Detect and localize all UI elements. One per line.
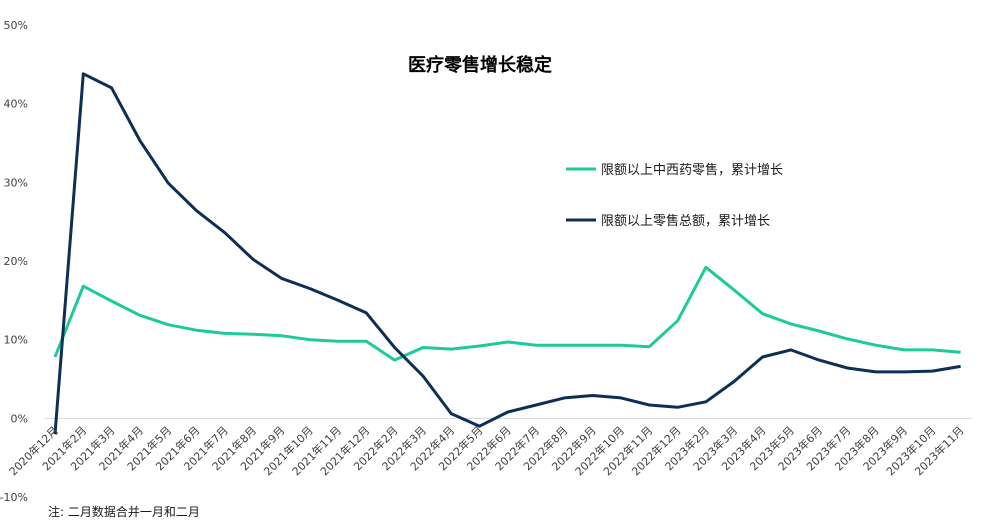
y-tick-label: 20% [4,255,28,268]
y-tick-label: 30% [4,176,28,189]
x-axis: 2020年12月2021年2月2021年3月2021年4月2021年5月2021… [6,423,967,478]
y-tick-label: 10% [4,334,28,347]
y-axis: -10% 0% 10% 20% 30% 40% 50% [0,19,28,504]
chart-title: 医疗零售增长稳定 [408,54,552,76]
footnote: 注: 二月数据合并一月和二月 [48,505,200,519]
y-tick-label: -10% [0,491,28,504]
y-tick-label: 0% [11,412,28,425]
y-tick-label: 40% [4,98,28,111]
series-line-2 [53,72,961,435]
y-tick-label: 50% [4,19,28,32]
series-layer [53,72,961,435]
legend-label-1: 限额以上中西药零售，累计增长 [601,162,783,178]
legend-label-2: 限额以上零售总额，累计增长 [601,213,770,229]
series-line-1 [53,265,961,362]
